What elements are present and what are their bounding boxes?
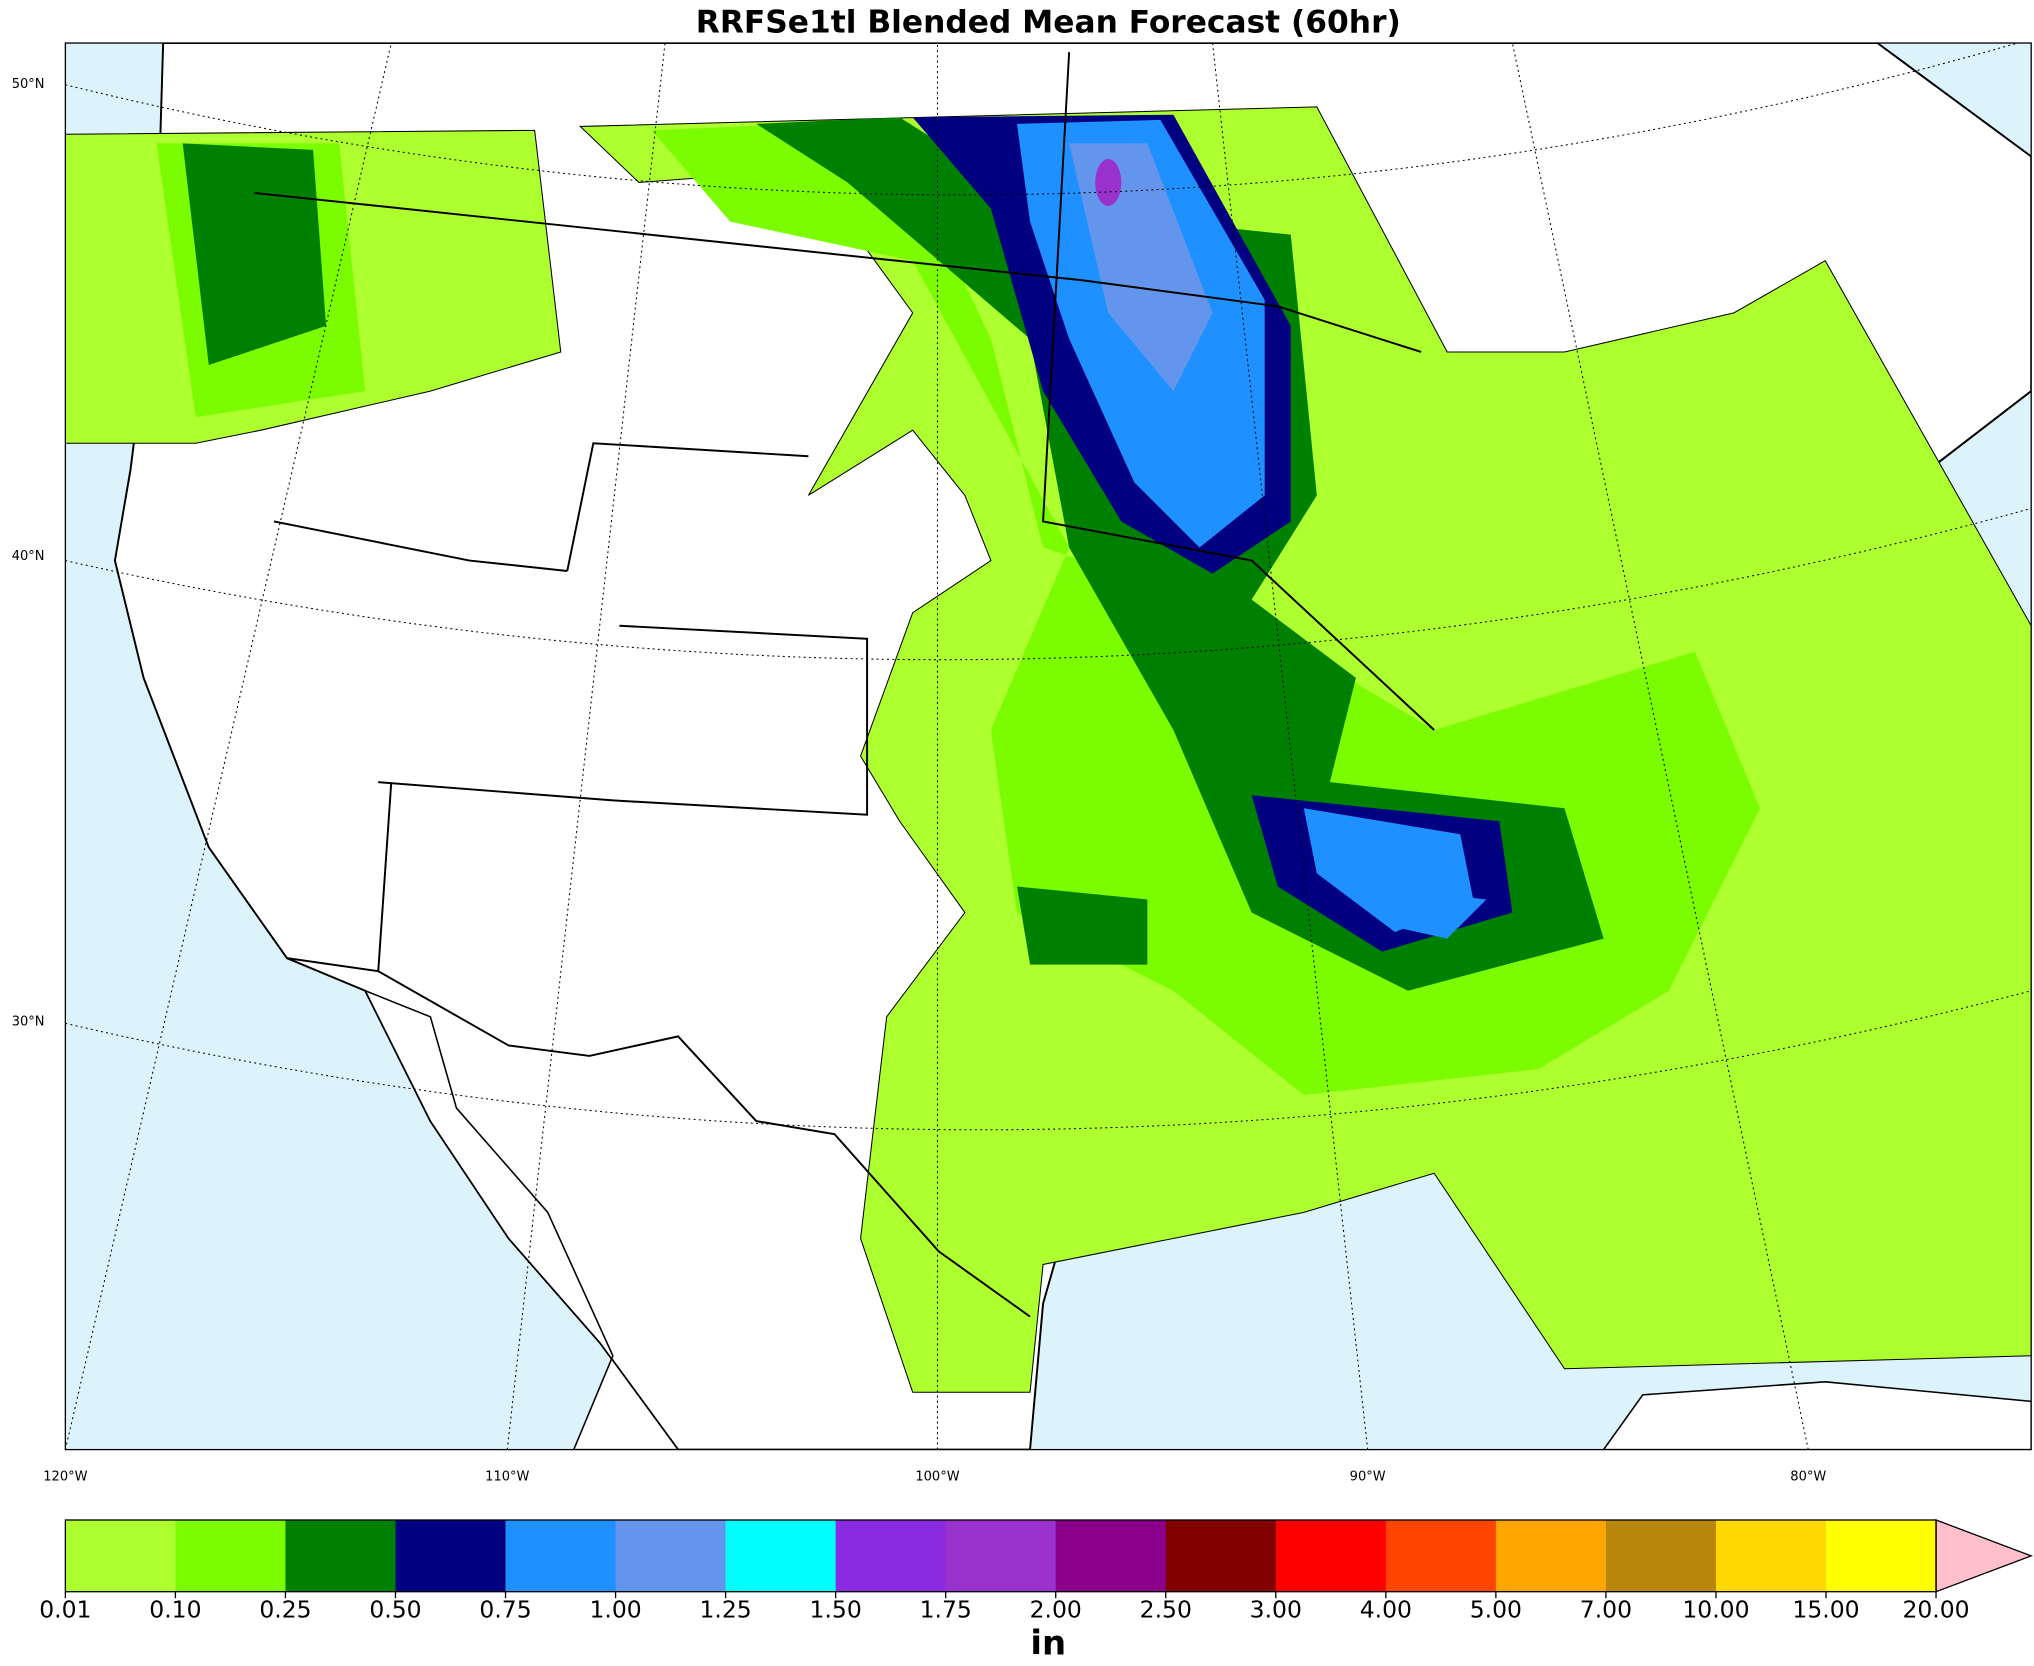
colorbar-segment <box>1385 1519 1497 1592</box>
colorbar-tick-label: 0.01 <box>39 1596 91 1624</box>
colorbar-segment <box>65 1519 177 1592</box>
lat-label: 50°N <box>12 77 45 92</box>
colorbar: 0.01 0.10 0.25 0.50 0.75 1.00 1.25 1.50 1.75 2.00… <box>39 1519 2034 1624</box>
colorbar-tick-label: 10.00 <box>1682 1596 1749 1624</box>
colorbar-segment <box>945 1519 1057 1592</box>
colorbar-segment <box>725 1519 837 1592</box>
colorbar-tick-label: 0.50 <box>369 1596 421 1624</box>
colorbar-segment <box>835 1519 947 1592</box>
colorbar-segment <box>395 1519 507 1592</box>
map-frame <box>64 42 2032 1451</box>
colorbar-tick-label: 0.25 <box>259 1596 311 1624</box>
colorbar-extend <box>1935 1519 2034 1593</box>
colorbar-tick-label: 4.00 <box>1360 1596 1412 1624</box>
colorbar-tick-label: 1.25 <box>699 1596 751 1624</box>
precip-purple <box>1095 159 1122 206</box>
borders <box>254 52 1435 1318</box>
colorbar-frame <box>64 1519 1937 1593</box>
colorbar-tick-label: 3.00 <box>1250 1596 1302 1624</box>
lat-label: 40°N <box>12 549 45 564</box>
colorbar-segment <box>175 1519 287 1592</box>
colorbar-segment <box>1275 1519 1387 1592</box>
colorbar-tick-label: 2.50 <box>1140 1596 1192 1624</box>
colorbar-tick-label: 1.50 <box>810 1596 862 1624</box>
colorbar-tick-label: 0.75 <box>479 1596 531 1624</box>
colorbar-tick-label: 20.00 <box>1902 1596 1969 1624</box>
colorbar-segment <box>1715 1519 1827 1592</box>
colorbar-tick-label: 1.75 <box>920 1596 972 1624</box>
map-labels: 50°N 40°N 30°N 120°W 110°W 100°W 90°W 80°W <box>12 77 1827 1484</box>
colorbar-segment <box>615 1519 727 1592</box>
colorbar-label: in <box>1030 1624 1066 1663</box>
colorbar-tick-label: 7.00 <box>1580 1596 1632 1624</box>
lon-label: 100°W <box>915 1469 959 1484</box>
map <box>64 42 2032 1451</box>
land-mexico <box>363 989 2032 1450</box>
colorbar-segment <box>1495 1519 1607 1592</box>
colorbar-segment <box>285 1519 397 1592</box>
colorbar-tick-label: 5.00 <box>1470 1596 1522 1624</box>
lon-label: 80°W <box>1790 1469 1826 1484</box>
title: RRFSe1tl Blended Mean Forecast (60hr) <box>696 4 1401 40</box>
colorbar-segment <box>1165 1519 1277 1592</box>
lon-label: 120°W <box>43 1469 87 1484</box>
colorbar-tick-label: 15.00 <box>1792 1596 1859 1624</box>
colorbar-segment <box>1825 1519 1937 1592</box>
lat-label: 30°N <box>12 1015 45 1030</box>
colorbar-tick-label: 2.00 <box>1030 1596 1082 1624</box>
precip-lightblue <box>1069 143 1213 392</box>
colorbar-segment <box>1055 1519 1167 1592</box>
colorbar-tick-label: 0.10 <box>149 1596 201 1624</box>
colorbar-segment <box>505 1519 617 1592</box>
colorbar-tick-label: 1.00 <box>589 1596 641 1624</box>
lon-label: 110°W <box>485 1469 529 1484</box>
lon-label: 90°W <box>1350 1469 1386 1484</box>
colorbar-segment <box>1605 1519 1717 1592</box>
